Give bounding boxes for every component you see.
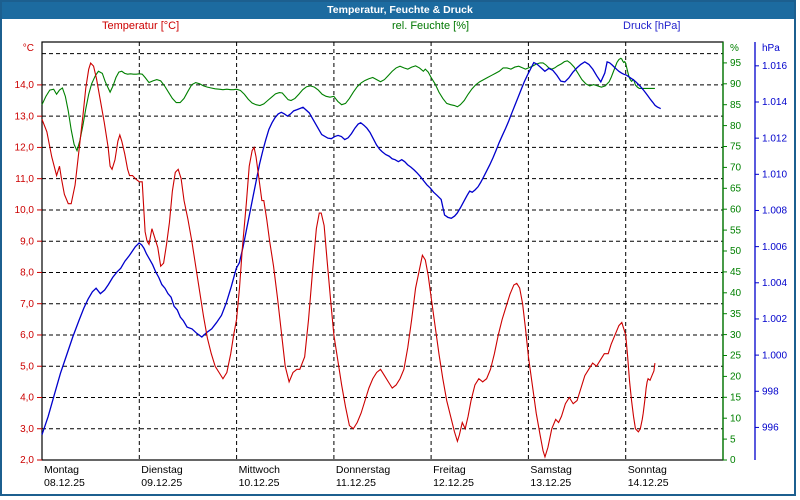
svg-text:1.010: 1.010 xyxy=(762,170,787,181)
svg-text:35: 35 xyxy=(730,309,742,320)
svg-text:3,0: 3,0 xyxy=(20,424,34,435)
svg-text:°C: °C xyxy=(23,43,34,54)
svg-text:14.12.25: 14.12.25 xyxy=(628,477,669,489)
svg-text:10,0: 10,0 xyxy=(15,205,35,216)
svg-text:14,0: 14,0 xyxy=(15,80,35,91)
svg-text:Montag: Montag xyxy=(44,464,79,476)
svg-text:1.000: 1.000 xyxy=(762,350,787,361)
svg-text:%: % xyxy=(730,43,739,54)
svg-text:15: 15 xyxy=(730,393,742,404)
svg-text:Dienstag: Dienstag xyxy=(141,464,183,476)
svg-text:70: 70 xyxy=(730,163,742,174)
svg-text:5: 5 xyxy=(730,434,736,445)
svg-text:9,0: 9,0 xyxy=(20,236,34,247)
svg-text:75: 75 xyxy=(730,142,742,153)
svg-text:08.12.25: 08.12.25 xyxy=(44,477,85,489)
svg-text:7,0: 7,0 xyxy=(20,299,34,310)
svg-text:40: 40 xyxy=(730,288,742,299)
svg-text:95: 95 xyxy=(730,58,742,69)
svg-text:1.014: 1.014 xyxy=(762,97,787,108)
svg-text:Donnerstag: Donnerstag xyxy=(336,464,390,476)
svg-text:55: 55 xyxy=(730,225,742,236)
svg-text:1.002: 1.002 xyxy=(762,314,787,325)
svg-text:60: 60 xyxy=(730,204,742,215)
svg-text:4,0: 4,0 xyxy=(20,393,34,404)
svg-text:50: 50 xyxy=(730,246,742,257)
svg-text:10: 10 xyxy=(730,413,742,424)
svg-text:hPa: hPa xyxy=(762,43,780,54)
svg-text:13.12.25: 13.12.25 xyxy=(530,477,571,489)
svg-text:65: 65 xyxy=(730,184,742,195)
svg-text:996: 996 xyxy=(762,423,779,434)
svg-text:1.006: 1.006 xyxy=(762,242,787,253)
svg-text:85: 85 xyxy=(730,100,742,111)
svg-text:1.004: 1.004 xyxy=(762,278,787,289)
svg-text:12.12.25: 12.12.25 xyxy=(433,477,474,489)
svg-text:Sonntag: Sonntag xyxy=(628,464,667,476)
svg-text:2,0: 2,0 xyxy=(20,455,34,466)
svg-text:80: 80 xyxy=(730,121,742,132)
svg-text:12,0: 12,0 xyxy=(15,143,35,154)
svg-text:Mittwoch: Mittwoch xyxy=(239,464,281,476)
svg-text:11,0: 11,0 xyxy=(15,174,34,185)
svg-text:13,0: 13,0 xyxy=(15,111,35,122)
svg-text:0: 0 xyxy=(730,455,736,466)
svg-text:1.012: 1.012 xyxy=(762,133,787,144)
svg-text:30: 30 xyxy=(730,330,742,341)
svg-text:998: 998 xyxy=(762,386,779,397)
svg-text:45: 45 xyxy=(730,267,742,278)
svg-text:6,0: 6,0 xyxy=(20,330,34,341)
svg-text:5,0: 5,0 xyxy=(20,361,34,372)
svg-text:Samstag: Samstag xyxy=(530,464,572,476)
svg-text:Freitag: Freitag xyxy=(433,464,466,476)
svg-text:10.12.25: 10.12.25 xyxy=(239,477,280,489)
svg-text:90: 90 xyxy=(730,79,742,90)
svg-text:1.016: 1.016 xyxy=(762,61,787,72)
svg-text:11.12.25: 11.12.25 xyxy=(336,477,376,489)
svg-text:20: 20 xyxy=(730,372,742,383)
svg-text:8,0: 8,0 xyxy=(20,268,34,279)
svg-text:09.12.25: 09.12.25 xyxy=(141,477,182,489)
svg-text:1.008: 1.008 xyxy=(762,206,787,217)
svg-text:25: 25 xyxy=(730,351,742,362)
